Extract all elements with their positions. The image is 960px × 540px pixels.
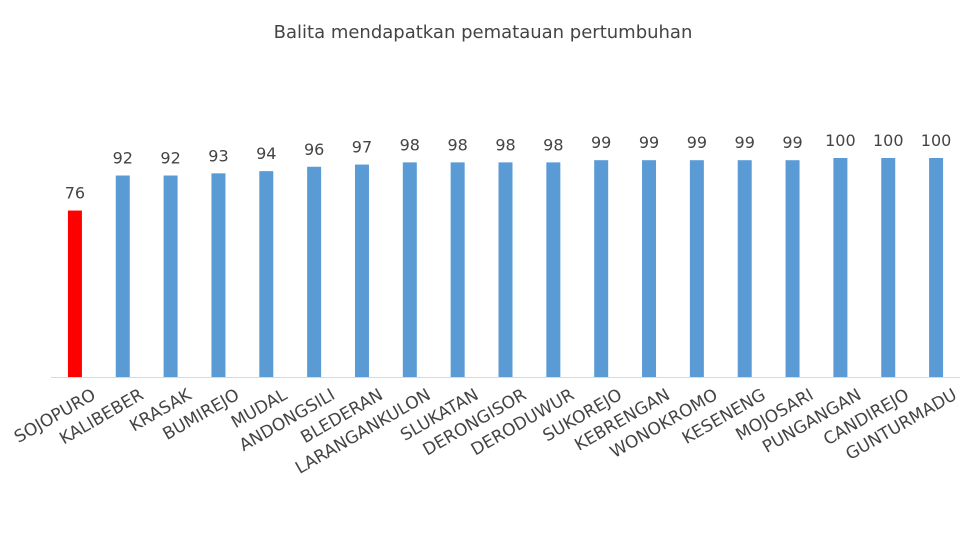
value-label: 94 xyxy=(256,144,276,163)
value-label: 96 xyxy=(304,140,324,159)
bar xyxy=(498,162,513,377)
bar xyxy=(450,162,465,377)
value-label: 99 xyxy=(782,133,802,152)
bar xyxy=(211,173,226,377)
bar xyxy=(785,160,800,377)
value-label: 98 xyxy=(543,135,563,154)
bar xyxy=(354,164,369,377)
value-label: 98 xyxy=(495,135,515,154)
value-label: 99 xyxy=(591,133,611,152)
value-label: 92 xyxy=(113,149,133,168)
bar xyxy=(594,160,609,377)
bar xyxy=(833,158,848,377)
value-label: 99 xyxy=(687,133,707,152)
bar xyxy=(67,210,82,377)
bar xyxy=(546,162,561,377)
bar xyxy=(259,171,274,377)
bar xyxy=(689,160,704,377)
value-label: 98 xyxy=(400,135,420,154)
value-label: 100 xyxy=(921,131,952,150)
bar xyxy=(307,166,322,377)
bar xyxy=(929,158,944,377)
bar xyxy=(163,175,178,377)
bar xyxy=(642,160,657,377)
value-label: 76 xyxy=(65,184,85,203)
bar xyxy=(737,160,752,377)
bar xyxy=(881,158,896,377)
bar xyxy=(402,162,417,377)
value-label: 97 xyxy=(352,138,372,157)
chart-title: Balita mendapatkan pematauan pertumbuhan xyxy=(274,22,693,43)
bar xyxy=(115,175,130,377)
value-label: 92 xyxy=(160,149,180,168)
value-label: 100 xyxy=(873,131,904,150)
value-label: 99 xyxy=(639,133,659,152)
value-label: 93 xyxy=(208,146,228,165)
value-label: 100 xyxy=(825,131,856,150)
value-label: 99 xyxy=(735,133,755,152)
value-label: 98 xyxy=(447,135,467,154)
